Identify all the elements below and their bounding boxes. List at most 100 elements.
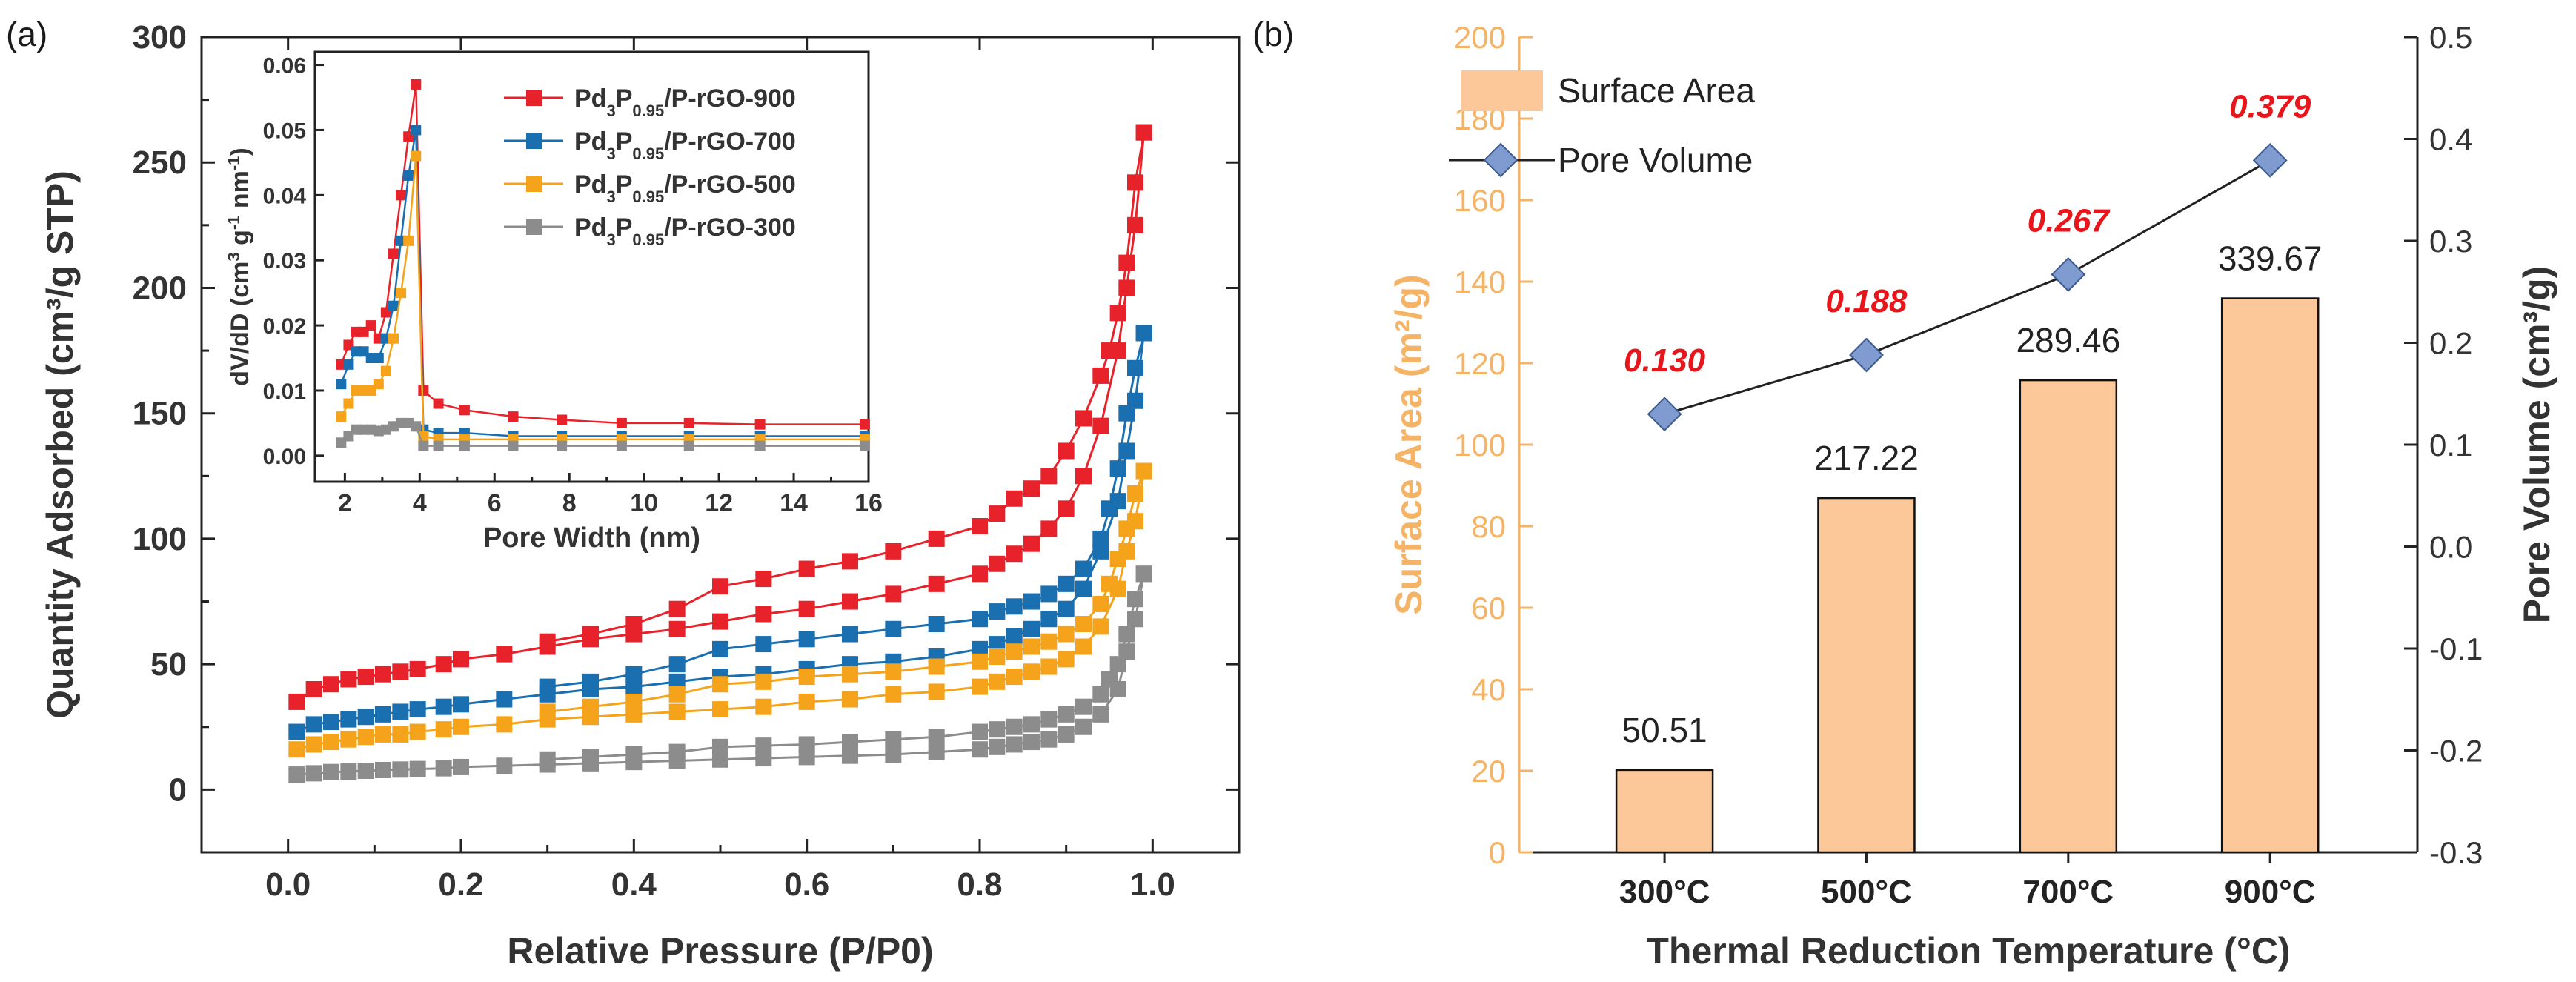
desorption-point xyxy=(842,734,858,751)
desorption-point xyxy=(798,560,815,577)
panel-b-right-y-tick-label: -0.1 xyxy=(2429,631,2483,666)
inset-point xyxy=(859,440,870,451)
adsorption-point xyxy=(1023,620,1040,637)
inset-series-2 xyxy=(336,150,870,445)
desorption-point xyxy=(1092,530,1109,547)
surface-area-value-label: 217.22 xyxy=(1814,439,1919,477)
adsorption-point xyxy=(340,671,357,688)
adsorption-point xyxy=(305,681,322,697)
isotherm-series-2 xyxy=(288,462,1152,758)
panel-a-y-tick-label: 0 xyxy=(169,772,187,808)
desorption-point xyxy=(972,518,988,534)
desorption-point xyxy=(885,543,902,560)
desorption-point xyxy=(1023,716,1040,733)
desorption-point xyxy=(1118,626,1135,643)
isotherm-series-0 xyxy=(288,124,1152,710)
panel-b-right-y-tick-label: 0.3 xyxy=(2429,224,2472,259)
adsorption-point xyxy=(409,701,426,718)
panel-a: (a) 0.0 0.2 0.4 0.6 0.8 1.0 0 50 100 150 200 250 300… xyxy=(6,15,1241,972)
desorption-point xyxy=(539,633,556,650)
panel-b-y-tick-label: 200 xyxy=(1454,20,1506,55)
panel-b-x-axis-label: Thermal Reduction Temperature (°C) xyxy=(1646,930,2290,972)
adsorption-point xyxy=(1075,718,1092,735)
panel-a-x-tick-label: 0.8 xyxy=(957,866,1002,903)
inset-point xyxy=(380,365,391,376)
adsorption-point xyxy=(305,736,322,753)
desorption-point xyxy=(582,673,599,690)
adsorption-point xyxy=(1092,543,1109,560)
inset-point xyxy=(418,440,429,451)
panel-b-x-tick-label: 900°C xyxy=(2225,874,2316,910)
legend-text-part: P xyxy=(616,127,633,156)
adsorption-point xyxy=(496,691,513,708)
adsorption-point xyxy=(392,726,409,743)
legend-text-part: /P-rGO-700 xyxy=(664,127,796,156)
legend-text-part: Pd xyxy=(574,170,606,199)
inset-x-tick-label: 10 xyxy=(630,489,658,517)
adsorption-point xyxy=(357,669,374,686)
desorption-point xyxy=(972,611,988,628)
desorption-point xyxy=(1127,485,1143,502)
panel-b-y-tick-label: 20 xyxy=(1471,754,1506,789)
legend-subscript: 3 xyxy=(606,145,615,163)
inset-y-tick-label: 0.02 xyxy=(263,314,306,339)
desorption-point xyxy=(755,673,772,690)
adsorption-point xyxy=(712,613,728,630)
desorption-point xyxy=(1101,500,1118,517)
desorption-point xyxy=(1135,462,1152,480)
inset-chart: 2 4 6 8 10 12 14 16 0.00 0.01 0.02 0.03 0.04 0.05 0.06… xyxy=(225,50,883,554)
adsorption-point xyxy=(798,600,815,617)
adsorption-point xyxy=(453,718,469,735)
adsorption-point xyxy=(435,698,452,715)
inset-series-3 xyxy=(336,417,870,451)
panel-b-right-y-tick-label: 0.1 xyxy=(2429,428,2472,462)
adsorption-point xyxy=(1058,500,1075,517)
adsorption-point xyxy=(1040,611,1058,628)
desorption-point xyxy=(1127,359,1143,376)
desorption-point xyxy=(582,626,599,643)
adsorption-point xyxy=(972,678,988,695)
desorption-point xyxy=(1135,565,1152,583)
adsorption-point xyxy=(798,693,815,710)
desorption-point xyxy=(1023,480,1040,497)
adsorption-point xyxy=(409,723,426,740)
adsorption-point xyxy=(928,683,945,700)
inset-y-tick-label: 0.06 xyxy=(263,54,306,79)
inset-y-label-part: ) xyxy=(226,147,254,156)
desorption-point xyxy=(1135,124,1152,141)
panel-a-x-tick-label: 0.6 xyxy=(784,866,829,903)
adsorption-point xyxy=(1127,216,1143,233)
inset-x-axis-label: Pore Width (nm) xyxy=(483,522,700,554)
adsorption-point xyxy=(842,691,858,708)
adsorption-point xyxy=(453,758,469,775)
inset-point xyxy=(508,411,519,422)
panel-a-y-tick-label: 250 xyxy=(133,145,187,181)
panel-b-y-tick-label: 60 xyxy=(1471,591,1506,626)
legend-subscript: 0.95 xyxy=(632,230,664,249)
desorption-point xyxy=(1006,490,1023,507)
inset-point xyxy=(396,190,407,201)
panel-b-right-y-tick-label: -0.3 xyxy=(2429,835,2483,870)
panel-b-y-tick-label: 40 xyxy=(1471,672,1506,707)
inset-y-tick-label: 0.03 xyxy=(263,249,306,273)
legend-text-part: /P-rGO-900 xyxy=(664,84,796,113)
adsorption-point xyxy=(1040,731,1058,748)
adsorption-point xyxy=(340,711,357,728)
adsorption-point xyxy=(357,709,374,726)
adsorption-point xyxy=(1058,651,1075,668)
adsorption-point xyxy=(712,751,728,768)
desorption-point xyxy=(1101,342,1118,359)
panel-a-label: (a) xyxy=(6,15,47,53)
desorption-point xyxy=(1092,367,1109,384)
adsorption-point xyxy=(288,693,305,710)
inset-point xyxy=(343,398,354,409)
adsorption-point xyxy=(435,721,452,738)
adsorption-point xyxy=(1006,628,1023,645)
desorption-point xyxy=(582,749,599,766)
desorption-point xyxy=(1118,520,1135,537)
adsorption-point xyxy=(435,760,452,777)
inset-point xyxy=(616,440,627,451)
adsorption-point xyxy=(798,749,815,766)
surface-area-bar xyxy=(2019,379,2118,854)
